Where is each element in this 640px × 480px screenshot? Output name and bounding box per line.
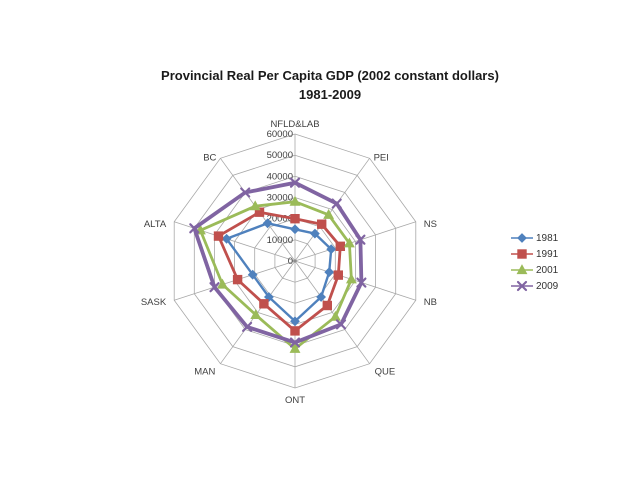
tick-label-40000: 40000 [267, 171, 293, 182]
data-point-diamond [247, 269, 258, 280]
axis-label-nfld-lab: NFLD&LAB [270, 119, 319, 130]
chart-title-line2: 1981-2009 [298, 87, 362, 102]
data-point-diamond [517, 233, 527, 243]
data-point-x [355, 234, 366, 245]
axis-label-sask: SASK [141, 297, 167, 308]
axis-label-alta: ALTA [144, 219, 167, 230]
legend-label: 2009 [536, 280, 559, 292]
data-point-diamond [262, 218, 273, 229]
data-point-triangle [250, 309, 262, 319]
data-point-x [209, 282, 220, 293]
legend: 1981 1991 2001 2009 [511, 230, 558, 294]
axis-label-ns: NS [424, 219, 437, 230]
data-point-x [331, 198, 342, 209]
legend-marker-diamond-icon [511, 233, 533, 243]
tick-label-60000: 60000 [267, 129, 293, 140]
legend-marker-triangle-icon [511, 264, 533, 275]
legend-marker-x-icon [511, 280, 533, 292]
data-point-diamond [316, 292, 327, 302]
data-point-x [335, 319, 347, 330]
data-point-triangle [217, 278, 228, 289]
data-point-triangle [289, 195, 301, 206]
tick-label-50000: 50000 [267, 150, 293, 161]
axis-label-man: MAN [194, 367, 215, 378]
legend-item-1991: 1991 [511, 246, 558, 262]
data-point-square [259, 299, 269, 309]
axis-label-pei: PEI [374, 152, 389, 163]
axis-label-que: QUE [375, 367, 396, 378]
legend-label: 2001 [536, 264, 559, 276]
data-point-diamond [309, 228, 320, 239]
data-point-square [317, 219, 327, 229]
series-2009 [189, 177, 367, 348]
data-point-x [356, 277, 367, 288]
data-point-diamond [324, 267, 335, 278]
legend-item-2009: 2009 [511, 278, 558, 294]
data-point-square [232, 274, 243, 285]
data-point-diamond [326, 244, 337, 255]
data-point-square [517, 249, 527, 259]
axis-label-nb: NB [424, 297, 437, 308]
radar-spoke-nb [294, 260, 416, 301]
data-point-triangle [329, 310, 341, 321]
axis-label-ont: ONT [285, 395, 305, 406]
data-point-x [189, 223, 200, 234]
legend-label: 1981 [536, 232, 559, 244]
tick-label-20000: 20000 [267, 214, 293, 225]
chart-title-line1: Provincial Real Per Capita GDP (2002 con… [161, 68, 499, 83]
legend-marker-square-icon [511, 249, 533, 259]
data-point-diamond [290, 224, 300, 235]
data-point-square [290, 326, 300, 336]
data-point-triangle [249, 200, 261, 211]
tick-label-30000: 30000 [267, 193, 293, 204]
data-point-square [290, 214, 300, 224]
radar-spoke-que [294, 260, 370, 364]
data-point-diamond [221, 233, 232, 244]
series-1981 [221, 218, 337, 327]
data-point-diamond [290, 316, 300, 327]
axis-label-bc: BC [203, 152, 216, 163]
data-point-square [254, 207, 265, 217]
series-1991 [213, 207, 346, 336]
data-point-square [322, 300, 333, 311]
chart-title: Provincial Real Per Capita GDP (2002 con… [20, 66, 640, 104]
radar-center-dot [293, 259, 297, 263]
series-2001 [194, 195, 357, 353]
data-point-x [289, 177, 301, 188]
legend-item-1981: 1981 [511, 230, 558, 246]
data-point-x [242, 321, 253, 332]
data-point-triangle [289, 342, 301, 353]
data-point-x [516, 280, 528, 292]
data-point-square [333, 270, 344, 280]
radar-spoke-ns [294, 221, 416, 262]
data-point-triangle [516, 264, 528, 275]
data-point-x [240, 187, 251, 198]
legend-label: 1991 [536, 248, 559, 260]
data-point-triangle [343, 237, 355, 248]
data-point-diamond [263, 292, 274, 302]
data-point-triangle [345, 273, 357, 284]
data-point-square [335, 241, 346, 252]
radar-spoke-man [220, 260, 296, 364]
data-point-square [213, 231, 224, 241]
data-point-triangle [323, 208, 335, 219]
legend-item-2001: 2001 [511, 262, 558, 278]
data-point-x [289, 337, 301, 348]
tick-label-10000: 10000 [267, 235, 293, 246]
radar-spoke-pei [294, 158, 370, 262]
tick-label-0: 0 [288, 256, 293, 267]
